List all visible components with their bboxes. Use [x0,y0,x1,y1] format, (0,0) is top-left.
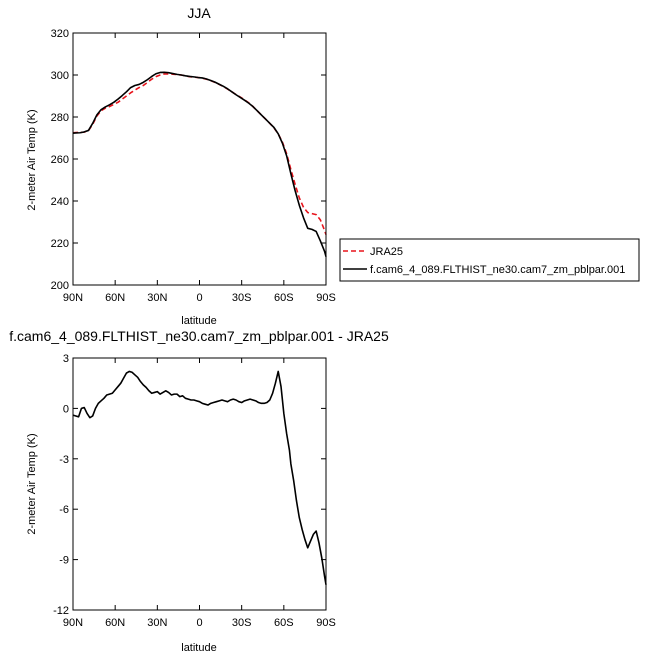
temperature-plot-frame [72,32,327,286]
x-tick-label: 60N [105,292,125,304]
x-tick-label: 90N [63,292,83,304]
difference-chart-title: f.cam6_4_089.FLTHIST_ne30.cam7_zm_pblpar… [9,328,389,344]
x-tick-label: 90S [316,617,336,629]
temperature-y-axis-label: 2-meter Air Temp (K) [26,109,38,210]
y-tick-label: 200 [51,280,69,292]
y-tick-label: -3 [59,454,69,466]
x-tick-label: 60S [274,617,294,629]
difference-y-axis-label: 2-meter Air Temp (K) [26,433,38,534]
difference-panel: f.cam6_4_089.FLTHIST_ne30.cam7_zm_pblpar… [9,328,389,654]
y-tick-label: 0 [63,403,69,415]
y-tick-label: 320 [51,28,69,40]
y-tick-label: 3 [63,353,69,365]
legend-label-jra25: JRA25 [370,246,403,258]
temperature-axis-ticks: 90N 60N 30N 0 30S 60S 90S 200 220 240 260 280 300 320 [51,28,336,304]
x-tick-label: 60N [105,617,125,629]
y-tick-label: 260 [51,154,69,166]
temperature-x-axis-label: latitude [181,315,216,327]
x-tick-label: 30N [147,617,167,629]
legend-label-model: f.cam6_4_089.FLTHIST_ne30.cam7_zm_pblpar… [370,264,625,276]
y-tick-label: -6 [59,504,69,516]
x-tick-label: 90N [63,617,83,629]
x-tick-label: 30S [232,617,252,629]
difference-series [72,370,327,585]
x-tick-label: 30S [232,292,252,304]
x-tick-label: 60S [274,292,294,304]
y-tick-label: 280 [51,112,69,124]
x-tick-label: 90S [316,292,336,304]
y-tick-label: 220 [51,238,69,250]
temperature-panel: JJA latitude 2-meter Air Temp (K) 90N 60N… [26,5,336,327]
temperature-chart-title: JJA [187,5,211,21]
y-tick-label: 300 [51,70,69,82]
x-tick-label: 30N [147,292,167,304]
difference-x-axis-label: latitude [181,642,216,654]
legend-box [339,238,640,282]
temperature-series [72,71,327,257]
legend: JRA25 f.cam6_4_089.FLTHIST_ne30.cam7_zm_… [339,238,640,282]
x-tick-label: 0 [196,292,202,304]
series-line-model [72,71,327,257]
series-line-jra25 [72,73,327,235]
y-tick-label: 240 [51,196,69,208]
y-tick-label: -12 [53,605,69,617]
x-tick-label: 0 [196,617,202,629]
difference-plot-frame [72,357,327,611]
series-line-difference [72,370,327,585]
y-tick-label: -9 [59,555,69,567]
difference-axis-ticks: 90N 60N 30N 0 30S 60S 90S -12 -9 -6 -3 0 3 [53,353,336,629]
